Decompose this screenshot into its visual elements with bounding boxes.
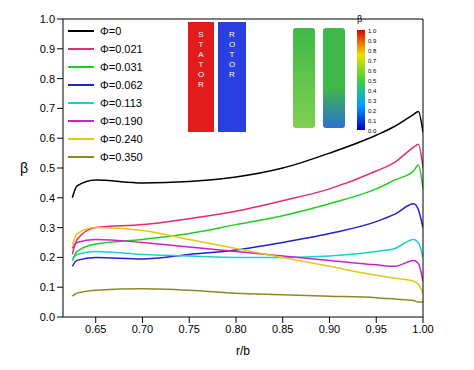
svg-text:0.2: 0.2 xyxy=(368,108,377,114)
svg-text:0.4: 0.4 xyxy=(40,192,55,204)
svg-text:0.70: 0.70 xyxy=(132,323,153,335)
svg-text:0.7: 0.7 xyxy=(368,58,377,64)
html-text:Φ=0.350: Φ=0.350 xyxy=(100,151,143,163)
svg-text:β: β xyxy=(20,160,28,176)
svg-text:0.6: 0.6 xyxy=(40,132,55,144)
svg-text:1.0: 1.0 xyxy=(368,28,377,34)
svg-text:0.2: 0.2 xyxy=(40,251,55,263)
html-text:A: A xyxy=(198,50,204,59)
svg-text:0.3: 0.3 xyxy=(368,98,377,104)
html-text:O: O xyxy=(197,70,205,79)
svg-text:0.80: 0.80 xyxy=(225,323,246,335)
svg-text:0.6: 0.6 xyxy=(368,68,377,74)
html-text:O: O xyxy=(228,60,236,69)
svg-text:0.65: 0.65 xyxy=(85,323,106,335)
svg-text:0.0: 0.0 xyxy=(368,128,377,134)
svg-text:0.7: 0.7 xyxy=(40,102,55,114)
svg-text:0.4: 0.4 xyxy=(368,88,377,94)
svg-text:0.95: 0.95 xyxy=(366,323,387,335)
html-text:T: T xyxy=(198,60,204,69)
svg-text:0.5: 0.5 xyxy=(368,78,377,84)
svg-text:0.8: 0.8 xyxy=(368,48,377,54)
html-text:R: R xyxy=(229,30,235,39)
html-text:R: R xyxy=(198,80,204,89)
html-text:R: R xyxy=(229,70,235,79)
svg-text:0.1: 0.1 xyxy=(40,281,55,293)
svg-text:0.3: 0.3 xyxy=(40,222,55,234)
html-text:T: T xyxy=(198,40,204,49)
html-text:S: S xyxy=(198,30,204,39)
svg-text:0.75: 0.75 xyxy=(179,323,200,335)
html-text:Φ=0.240: Φ=0.240 xyxy=(100,133,143,145)
svg-text:0.90: 0.90 xyxy=(319,323,340,335)
svg-text:0.1: 0.1 xyxy=(368,118,377,124)
svg-text:0.0: 0.0 xyxy=(40,311,55,323)
html-text:Φ=0.190: Φ=0.190 xyxy=(100,115,143,127)
svg-text:r/b: r/b xyxy=(236,344,250,358)
html-text:Φ=0.031: Φ=0.031 xyxy=(100,61,143,73)
html-text:Φ=0.062: Φ=0.062 xyxy=(100,79,143,91)
svg-text:0.9: 0.9 xyxy=(40,43,55,55)
svg-text:1.0: 1.0 xyxy=(40,13,55,25)
html-text:Φ=0.113: Φ=0.113 xyxy=(100,97,142,109)
svg-text:0.5: 0.5 xyxy=(40,162,55,174)
html-text:O: O xyxy=(228,40,236,49)
html-text:Φ=0.021: Φ=0.021 xyxy=(100,43,143,55)
html-text:Φ=0: Φ=0 xyxy=(100,25,122,37)
svg-text:0.85: 0.85 xyxy=(272,323,293,335)
html-text:T: T xyxy=(229,50,235,59)
svg-text:0.8: 0.8 xyxy=(40,73,55,85)
svg-text:0.9: 0.9 xyxy=(368,38,377,44)
svg-text:1.00: 1.00 xyxy=(412,323,433,335)
svg-text:β: β xyxy=(357,14,362,24)
